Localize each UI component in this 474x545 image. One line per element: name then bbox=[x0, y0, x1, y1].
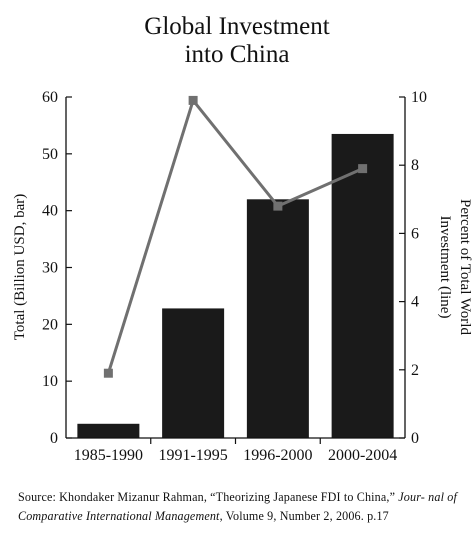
right-axis-ticks: 0 2 4 6 8 10 bbox=[399, 89, 427, 447]
x-axis-tick-labels: 1985-1990 1991-1995 1996-2000 2000-2004 bbox=[74, 447, 398, 464]
left-tick-label: 10 bbox=[42, 373, 58, 390]
chart-title: Global Investment into China bbox=[144, 13, 329, 68]
line-series bbox=[103, 95, 368, 378]
bar-1985-1990 bbox=[77, 423, 140, 438]
x-tick-label: 1996-2000 bbox=[243, 447, 312, 464]
line-point-1985-1990 bbox=[103, 368, 113, 378]
right-tick-label: 8 bbox=[411, 157, 419, 174]
left-tick-label: 40 bbox=[42, 203, 58, 220]
journal-name-rest: nal of Comparative International Managem… bbox=[18, 490, 457, 523]
bar-1996-2000 bbox=[246, 199, 309, 438]
line-point-1996-2000 bbox=[273, 201, 283, 211]
x-tick-label: 1991-1995 bbox=[158, 447, 227, 464]
line-point-1991-1995 bbox=[188, 95, 198, 105]
right-axis-label: Percent of Total World Investment (line) bbox=[437, 199, 473, 335]
left-tick-label: 0 bbox=[50, 430, 58, 447]
left-tick-label: 20 bbox=[42, 316, 58, 333]
right-axis-label-line-2: Investment (line) bbox=[437, 216, 453, 319]
left-axis-label: Total (Billion USD, bar) bbox=[12, 194, 28, 340]
source-suffix: , Volume 9, Number 2, 2006. p.17 bbox=[219, 509, 389, 523]
x-tick-label: 2000-2004 bbox=[328, 447, 397, 464]
right-tick-label: 10 bbox=[411, 89, 427, 106]
right-tick-label: 6 bbox=[411, 225, 419, 242]
source-prefix: Source: Khondaker Mizanur Rahman, “Theor… bbox=[18, 490, 396, 504]
right-tick-label: 2 bbox=[411, 362, 419, 379]
percent-line bbox=[106, 98, 364, 374]
right-tick-label: 0 bbox=[411, 430, 419, 447]
source-citation: Source: Khondaker Mizanur Rahman, “Theor… bbox=[18, 488, 458, 526]
left-tick-label: 60 bbox=[42, 89, 58, 106]
chart-title-line-2: into China bbox=[185, 41, 290, 68]
bar-2000-2004 bbox=[331, 133, 394, 439]
x-tick-label: 1985-1990 bbox=[74, 447, 143, 464]
left-axis-ticks: 0 10 20 30 40 50 60 bbox=[42, 89, 72, 447]
line-point-2000-2004 bbox=[358, 164, 368, 174]
chart-title-line-1: Global Investment bbox=[144, 13, 329, 40]
bar-1991-1995 bbox=[162, 308, 225, 438]
journal-name-start: Jour- bbox=[398, 490, 425, 504]
right-axis-label-line-1: Percent of Total World bbox=[457, 199, 473, 335]
bar-series bbox=[77, 133, 394, 439]
left-tick-label: 50 bbox=[42, 146, 58, 163]
right-tick-label: 4 bbox=[411, 294, 419, 311]
left-tick-label: 30 bbox=[42, 260, 58, 277]
